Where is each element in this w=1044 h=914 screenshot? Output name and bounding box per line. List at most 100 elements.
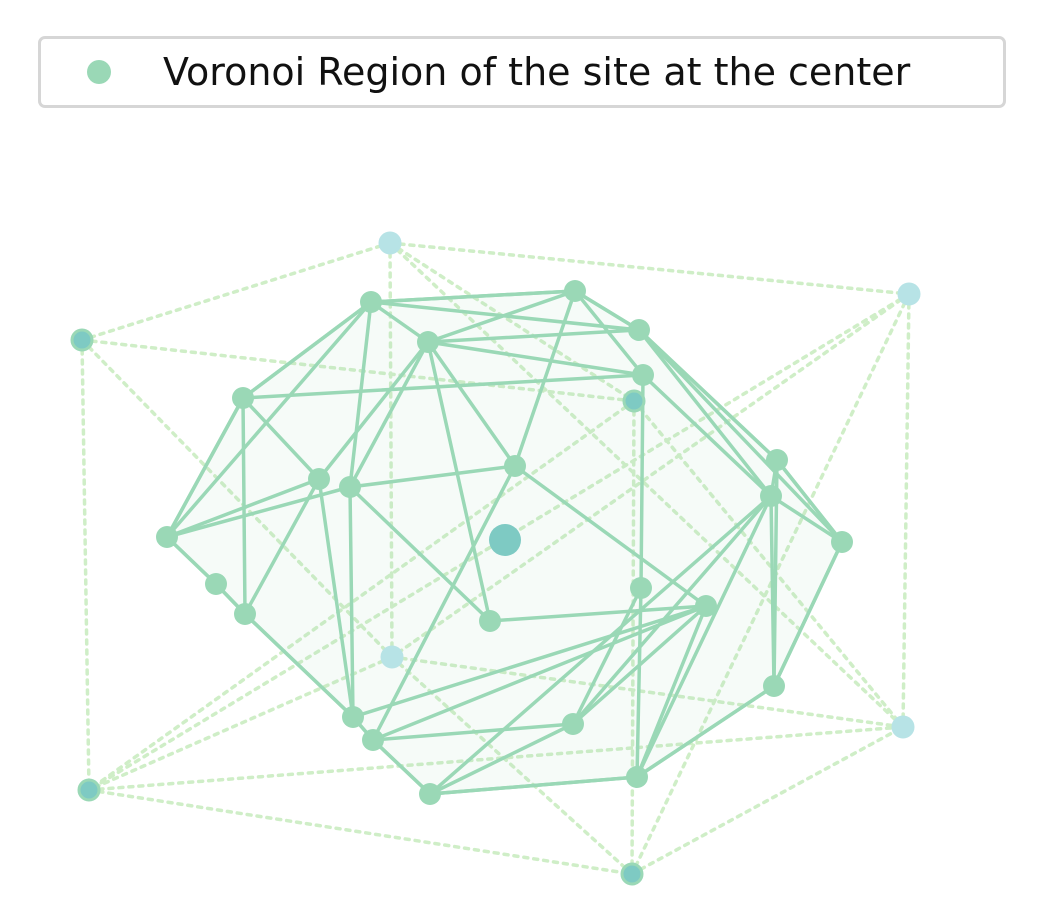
region-edge xyxy=(426,340,645,377)
region-vertex xyxy=(417,331,439,353)
region-edge xyxy=(769,494,776,688)
region-vertex xyxy=(362,729,384,751)
region-edge xyxy=(769,494,844,544)
dotted-edge xyxy=(388,241,911,296)
region-edge xyxy=(243,612,355,719)
region-edge xyxy=(165,535,218,586)
region-vertex xyxy=(630,577,652,599)
site-point xyxy=(77,778,101,802)
region-edge xyxy=(428,722,575,796)
dotted-edge xyxy=(388,241,636,403)
region-edge xyxy=(641,373,773,498)
region-vertex xyxy=(760,485,782,507)
region-vertex xyxy=(504,455,526,477)
dotted-edge xyxy=(87,655,394,792)
region-edge xyxy=(348,300,373,489)
site-point xyxy=(897,282,921,306)
region-vertex xyxy=(308,468,330,490)
region-edge xyxy=(371,738,432,796)
legend-label: Voronoi Region of the site at the center xyxy=(163,50,911,94)
site-point xyxy=(70,328,94,352)
dotted-edge xyxy=(80,241,392,342)
dotted-edge xyxy=(80,338,394,659)
region-vertex xyxy=(564,280,586,302)
voronoi-vertices xyxy=(156,280,853,805)
site-point xyxy=(891,715,915,739)
region-vertex xyxy=(360,291,382,313)
legend: Voronoi Region of the site at the center xyxy=(38,36,1006,108)
region-edge xyxy=(165,485,352,539)
site-point xyxy=(622,389,646,413)
region-vertex xyxy=(562,713,584,735)
region-edge xyxy=(428,775,639,796)
sites xyxy=(70,231,921,886)
region-edge xyxy=(165,477,321,539)
region-edge xyxy=(573,289,641,332)
dotted-edge xyxy=(388,241,905,729)
dotted-edge xyxy=(901,292,911,729)
center-site xyxy=(489,524,521,556)
dotted-edge xyxy=(630,725,905,876)
region-edge xyxy=(317,477,355,719)
region-edge xyxy=(371,722,575,742)
region-vertex xyxy=(766,449,788,471)
region-vertex xyxy=(339,476,361,498)
site-point xyxy=(380,645,404,669)
region-vertex xyxy=(763,675,785,697)
region-edge xyxy=(772,540,844,688)
region-edge xyxy=(165,300,373,539)
region-vertex xyxy=(831,531,853,553)
region-edge xyxy=(348,464,517,489)
site-point xyxy=(378,231,402,255)
region-edge xyxy=(428,494,773,796)
region-edge xyxy=(426,328,641,344)
dotted-edge xyxy=(390,655,905,729)
region-vertex xyxy=(632,364,654,386)
region-vertex xyxy=(695,595,717,617)
region-edge xyxy=(165,396,245,539)
region-vertex xyxy=(628,319,650,341)
region-vertex xyxy=(205,573,227,595)
region-edge xyxy=(775,458,844,544)
region-edge xyxy=(243,477,321,616)
dotted-edge xyxy=(630,399,636,876)
region-edge xyxy=(635,494,773,779)
region-edge xyxy=(635,604,708,779)
region-edge xyxy=(369,300,430,344)
region-edge xyxy=(635,684,776,779)
region-vertex xyxy=(156,526,178,548)
dotted-edge xyxy=(630,292,911,876)
dotted-edge xyxy=(632,399,905,729)
region-vertex xyxy=(479,610,501,632)
region-vertex xyxy=(232,387,254,409)
dotted-edge xyxy=(87,399,636,792)
site-point xyxy=(620,862,644,886)
region-edge xyxy=(241,300,373,400)
region-edge xyxy=(317,340,430,481)
dotted-edge xyxy=(80,338,91,792)
region-edge xyxy=(426,340,517,468)
region-vertex xyxy=(419,783,441,805)
dotted-edge xyxy=(390,292,911,659)
region-edge xyxy=(241,373,645,400)
voronoi-edges xyxy=(165,289,844,796)
region-edge xyxy=(639,373,645,590)
region-edge xyxy=(348,485,492,623)
region-edge xyxy=(371,604,708,742)
region-edge xyxy=(635,586,643,779)
region-edge xyxy=(348,485,355,719)
region-edge xyxy=(571,604,708,726)
region-edge xyxy=(351,604,708,719)
region-edge xyxy=(371,464,517,742)
region-vertex xyxy=(626,766,648,788)
region-edge xyxy=(369,289,577,304)
region-edge xyxy=(488,604,708,623)
dotted-edge xyxy=(87,725,905,792)
region-vertex xyxy=(234,603,256,625)
dotted-edge xyxy=(388,241,394,659)
delaunay-dotted-edges xyxy=(80,241,911,876)
dotted-edge xyxy=(87,788,634,876)
region-edge xyxy=(513,289,577,468)
region-edge xyxy=(348,340,430,489)
legend-marker xyxy=(87,60,111,84)
